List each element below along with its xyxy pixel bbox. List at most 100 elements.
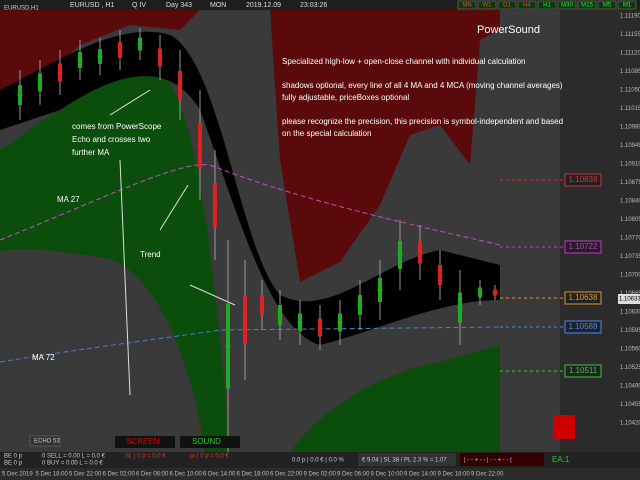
screen-button[interactable] [115,436,175,448]
price-box-label: 1.10722 [569,242,598,251]
price-box [564,240,602,254]
time-label: 5 Dec 2019 [2,472,33,478]
price-label: 1.11050 [620,88,640,94]
time-label: 6 Dec 18:00 [237,472,270,478]
candle-dot [397,252,403,258]
pr-info: pr | 0 p = 0.0 € [190,454,229,460]
candle-dot [17,92,23,98]
price-label: 1.11120 [620,51,640,57]
candle-dot [137,41,143,47]
price-box-label: 1.10638 [569,293,598,302]
timeframe-button[interactable] [517,0,537,10]
candle-dot [117,47,123,53]
time-label: 6 Dec 22:00 [270,472,303,478]
price-box [564,291,602,305]
price-label: 1.10560 [620,347,640,353]
sound-button[interactable] [180,436,240,448]
description: fully adjustable, priceBoxes optional [282,93,409,102]
candle-dot [492,290,498,295]
price-axis [560,10,640,452]
description: on the special calculation [282,129,371,138]
candle-dot [97,54,103,59]
quarter: Q IV [132,2,146,9]
timeframe-label: H4 [523,3,531,9]
echo-tab[interactable] [29,435,61,447]
timeframe-button[interactable] [477,0,497,10]
time-label: 9 Dec 14:00 [404,472,437,478]
day: Day 343 [166,2,192,9]
timeframe-button[interactable] [457,0,477,10]
description: Specialized high-low + open-close channe… [282,57,525,66]
time-label: 9 Dec 06:00 [337,472,370,478]
upper-band [270,10,500,282]
pointer-line [109,89,236,396]
sell-info: 0 SELL = 0.00 L = 0.0 € [42,454,106,460]
break-even: BE 0 p [4,454,23,460]
timeframe-label: H1 [543,3,551,9]
time-label: 9 Dec 22:00 [471,472,504,478]
time-label: 9 Dec 02:00 [304,472,337,478]
pl-info: 0.0 p | 0.0 € | 0.0 % [292,458,344,464]
time-label: 6 Dec 14:00 [203,472,236,478]
candle-dot [377,287,383,293]
price-label: 1.10455 [620,402,640,408]
timeframe-button[interactable] [557,0,577,10]
timeframe-label: M1 [623,3,632,9]
weekday: MON [210,2,226,9]
timeframe-button[interactable] [577,0,597,10]
time-label: 9 Dec 18:00 [438,472,471,478]
buy-info: 0 BUY = 0.00 L = 0.0 € [42,461,103,467]
timeframe-button[interactable] [597,0,617,10]
timeframe-button[interactable] [537,0,557,10]
annotation: comes from PowerScope [72,122,162,131]
candle-dot [297,320,303,325]
price-label: 1.10630 [620,310,640,316]
timeframe-button[interactable] [617,0,637,10]
candle-dot [77,57,83,63]
annotation: MA 72 [32,353,55,362]
scale: | - - + - - | - - + - - | [464,458,512,464]
price-label: 1.10875 [620,180,640,186]
ea-label: EA:1 [552,455,570,464]
date: 2019.12.09 [246,2,281,9]
ma-line [0,164,501,246]
echo-tab-label: ECHO 53 [34,439,60,445]
annotation: Trend [140,250,161,259]
candle-dot [177,82,183,88]
price-label: 1.11155 [620,32,640,38]
trade-box[interactable] [553,415,575,439]
time-label: 9 Dec 10:00 [371,472,404,478]
timeframe-label: M30 [561,3,573,9]
time-label: 6 Dec 06:00 [136,472,169,478]
candle-dot [157,55,163,60]
candle-dot [242,317,248,323]
price-label: 1.10595 [620,328,640,334]
price-label: 1.10700 [620,273,640,279]
timeframe-label: D1 [503,3,511,9]
time-label: 5 Dec 18:00 [36,472,69,478]
account-info: € 9.04 | SL 38 / PL 2.3 % = 1.07 [362,458,447,464]
time-label: 5 Dec 22:00 [69,472,102,478]
lower-band [0,68,230,453]
candle-dot [457,305,463,310]
upper-band [0,10,200,100]
current-price-box [618,294,640,304]
price-label: 1.10525 [620,365,640,371]
price-box-label: 1.10838 [569,175,598,184]
chart-label: EURUSD,H1 [4,6,39,12]
annotation: further MA [72,148,110,157]
candle-dot [417,250,423,255]
price-label: 1.10805 [620,217,640,223]
candle-dot [437,272,443,278]
product-name: PowerSound [477,24,540,36]
time: 23:03:26 [300,2,327,9]
timeframe-button[interactable] [497,0,517,10]
candle-dot [197,142,203,148]
price-label: 1.10840 [620,199,640,205]
candle-dot [317,325,323,330]
price-label: 1.10910 [620,162,640,168]
price-label: 1.10420 [620,421,640,427]
lower-band [290,345,500,452]
price-box [564,320,602,334]
price-box-label: 1.10511 [569,366,598,375]
